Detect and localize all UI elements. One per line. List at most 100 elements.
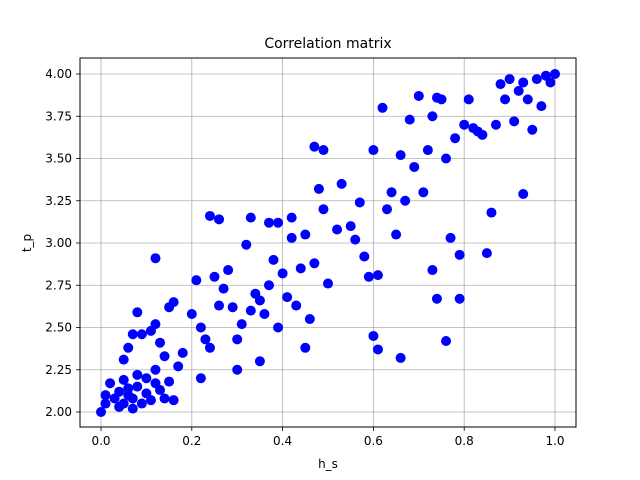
data-point [382,204,393,215]
data-point [545,77,556,88]
data-point [118,398,129,409]
data-point [177,347,188,358]
y-axis-label: t_p [20,234,34,252]
data-point [277,268,288,279]
y-tick-label: 3.25 [45,194,72,208]
data-point [150,364,161,375]
y-tick-label: 2.75 [45,278,72,292]
y-tick-label: 2.00 [45,405,72,419]
data-point [227,302,238,313]
data-point [259,308,270,319]
data-point [300,229,311,240]
data-point [304,314,315,325]
data-point [372,344,383,355]
axis-ticks: 0.0 0.2 0.4 0.6 0.8 1.0 2.00 2.25 2.50 2.75 3.00 3.… [45,67,564,448]
data-point [245,305,256,316]
data-point [123,383,134,394]
data-point [490,119,501,130]
x-tick-label: 0.8 [455,434,474,448]
data-point [436,94,447,105]
data-point [273,217,284,228]
data-point [495,79,506,90]
data-point [155,337,166,348]
data-point [186,308,197,319]
data-point [536,101,547,112]
data-point [218,283,229,294]
data-points [96,69,560,417]
data-point [159,393,170,404]
data-point [118,374,129,385]
data-point [150,319,161,330]
data-point [354,197,365,208]
data-point [481,248,492,259]
data-point [123,342,134,353]
data-point [486,207,497,218]
data-point [204,210,215,221]
data-point [209,271,220,282]
data-point [191,275,202,286]
data-point [173,361,184,372]
data-point [454,249,465,260]
data-point [427,265,438,276]
data-point [336,178,347,189]
chart-title: Correlation matrix [264,36,391,52]
data-point [431,293,442,304]
data-point [223,265,234,276]
data-point [368,330,379,341]
data-point [450,133,461,144]
data-point [127,393,138,404]
data-point [118,354,129,365]
data-point [518,77,529,88]
data-point [141,373,152,384]
data-point [550,69,560,79]
data-point [96,407,106,417]
data-point [441,336,452,347]
y-tick-label: 3.50 [45,152,72,166]
data-point [531,74,542,85]
data-point [504,74,515,85]
data-point [422,145,433,156]
data-point [136,329,147,340]
data-point [454,293,465,304]
data-point [413,90,424,101]
data-point [168,297,179,308]
data-point [214,214,225,225]
data-point [232,334,243,345]
data-point [286,232,297,243]
data-point [273,322,284,333]
data-point [359,251,370,262]
data-point [477,129,488,140]
data-point [313,183,324,194]
data-point [168,395,179,406]
data-point [214,300,225,311]
data-point [132,381,143,392]
data-point [427,111,438,122]
data-point [245,212,256,223]
x-tick-label: 0.2 [182,434,201,448]
data-point [295,263,306,274]
data-point [518,188,529,199]
data-point [363,271,374,282]
data-point [386,187,397,198]
data-point [195,322,206,333]
data-point [441,153,452,164]
data-point [286,212,297,223]
data-point [400,195,411,206]
data-point [159,351,170,362]
data-point [513,85,524,96]
data-point [395,150,406,161]
data-point [368,145,379,156]
data-point [127,329,138,340]
x-tick-label: 0.6 [364,434,383,448]
data-point [377,102,388,113]
data-point [318,204,329,215]
y-tick-label: 3.00 [45,236,72,250]
data-point [418,187,429,198]
data-point [404,114,415,125]
data-point [164,376,175,387]
data-point [236,319,247,330]
data-point [136,398,147,409]
y-tick-label: 4.00 [45,67,72,81]
data-point [268,254,279,265]
data-point [263,217,274,228]
